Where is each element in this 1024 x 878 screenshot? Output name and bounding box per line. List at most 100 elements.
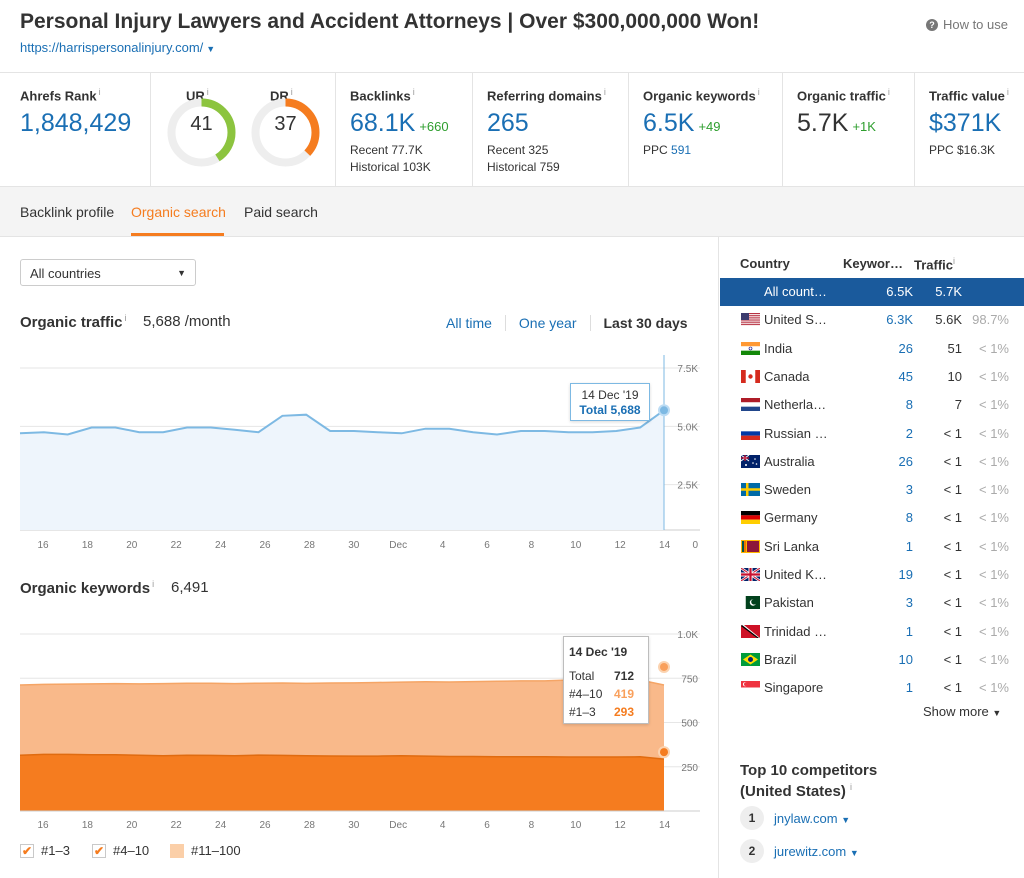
range-last-30-days[interactable]: Last 30 days bbox=[603, 315, 688, 331]
show-more-button[interactable]: Show more ▼ bbox=[923, 704, 1001, 719]
country-name[interactable]: Pakistan bbox=[764, 595, 814, 611]
range-all-time[interactable]: All time bbox=[446, 315, 492, 331]
tab-organic-search[interactable]: Organic search bbox=[131, 204, 226, 220]
legend-label[interactable]: #11–100 bbox=[191, 843, 241, 858]
organic-traffic-title: Organic traffic i bbox=[20, 313, 127, 331]
tab-backlink-profile[interactable]: Backlink profile bbox=[20, 204, 115, 220]
country-row[interactable]: Sweden 3 < 1 < 1% bbox=[720, 476, 1024, 504]
country-row[interactable]: Canada 45 10 < 1% bbox=[720, 363, 1024, 391]
metric-label: Traffic value bbox=[929, 88, 1005, 104]
series-1-3-line bbox=[19, 753, 665, 760]
site-url-link[interactable]: https://harrispersonalinjury.com/▼ bbox=[20, 40, 215, 55]
country-keywords[interactable]: 1 bbox=[905, 680, 913, 696]
competitor-item[interactable]: 2 jurewitz.com ▼ bbox=[740, 839, 859, 863]
country-name[interactable]: India bbox=[764, 340, 793, 356]
competitor-domain[interactable]: jurewitz.com bbox=[774, 843, 847, 859]
country-keywords[interactable]: 45 bbox=[898, 368, 913, 384]
tab-paid-search[interactable]: Paid search bbox=[244, 204, 318, 220]
country-name[interactable]: All count… bbox=[764, 284, 827, 299]
col-header-traffic[interactable]: Traffici bbox=[914, 256, 955, 272]
col-header-traffic-label[interactable]: Traffic bbox=[914, 257, 954, 273]
how-to-use-label[interactable]: How to use bbox=[942, 17, 1008, 32]
checkbox-checked-icon[interactable]: ✔ bbox=[20, 843, 34, 858]
country-row[interactable]: Netherla… 8 7 < 1% bbox=[720, 391, 1024, 419]
site-url-text[interactable]: https://harrispersonalinjury.com/ bbox=[20, 40, 204, 55]
chevron-down-icon[interactable]: ▼ bbox=[992, 708, 1002, 718]
country-traffic: < 1 bbox=[943, 680, 962, 696]
country-keywords[interactable]: 1 bbox=[905, 538, 913, 554]
metric-value[interactable]: $371K bbox=[929, 109, 1002, 138]
country-row[interactable]: Australia 26 < 1 < 1% bbox=[720, 448, 1024, 476]
show-more-label[interactable]: Show more bbox=[923, 704, 989, 719]
country-name[interactable]: Sweden bbox=[764, 482, 811, 498]
chevron-down-icon[interactable]: ▼ bbox=[841, 814, 851, 825]
country-row[interactable]: Sri Lanka 1 < 1 < 1% bbox=[720, 533, 1024, 561]
checkbox-checked-icon[interactable]: ✔ bbox=[92, 843, 106, 858]
metric-value[interactable]: 265 bbox=[487, 109, 529, 138]
country-keywords[interactable]: 3 bbox=[905, 482, 913, 498]
country-row[interactable]: Singapore 1 < 1 < 1% bbox=[720, 674, 1024, 702]
metric-value[interactable]: 68.1K bbox=[350, 109, 416, 138]
country-name[interactable]: Brazil bbox=[764, 651, 797, 667]
x-tick-label: 8 bbox=[529, 820, 535, 831]
organic-traffic-chart[interactable]: 0 2.5K 5.0K 7.5K 16 18 20 22 24 26 28 30 Dec 4 6 8 10 12 1… bbox=[0, 350, 718, 555]
country-keywords[interactable]: 8 bbox=[905, 397, 913, 413]
col-header-keywords[interactable]: Keywor… bbox=[843, 256, 903, 271]
legend-label[interactable]: #1–3 bbox=[41, 843, 70, 858]
country-traffic: 5.7K bbox=[935, 284, 962, 299]
country-name[interactable]: Germany bbox=[764, 510, 818, 526]
metric-value[interactable]: 6.5K bbox=[643, 109, 695, 138]
country-keywords[interactable]: 3 bbox=[905, 595, 913, 611]
country-keywords[interactable]: 6.5K bbox=[886, 284, 913, 299]
chevron-down-icon[interactable]: ▼ bbox=[177, 268, 186, 278]
country-keywords[interactable]: 8 bbox=[905, 510, 913, 526]
country-row[interactable]: Pakistan 3 < 1 < 1% bbox=[720, 589, 1024, 617]
country-name[interactable]: Canada bbox=[764, 368, 810, 384]
country-row[interactable]: India 26 51 < 1% bbox=[720, 335, 1024, 363]
col-header-country[interactable]: Country bbox=[740, 256, 790, 271]
chevron-down-icon[interactable]: ▼ bbox=[849, 847, 859, 858]
legend-11-100[interactable]: #11–100 bbox=[170, 843, 241, 858]
x-tick-label: 26 bbox=[259, 540, 271, 551]
country-keywords[interactable]: 26 bbox=[898, 340, 913, 356]
country-row[interactable]: Brazil 10 < 1 < 1% bbox=[720, 646, 1024, 674]
checkbox-unchecked-icon[interactable] bbox=[170, 843, 184, 858]
country-row[interactable]: All count… 6.5K 5.7K bbox=[720, 278, 1024, 306]
country-row[interactable]: Trinidad … 1 < 1 < 1% bbox=[720, 618, 1024, 646]
organic-keywords-chart[interactable]: 250 500 750 1.0K 16 18 20 22 24 26 28 30 Dec 4 6 8 10 12 1… bbox=[0, 617, 718, 837]
country-select-value[interactable]: All countries bbox=[30, 266, 101, 281]
country-name[interactable]: United K… bbox=[764, 567, 827, 582]
country-name[interactable]: Sri Lanka bbox=[764, 538, 819, 554]
competitor-domain[interactable]: jnylaw.com bbox=[774, 810, 838, 826]
country-traffic: 7 bbox=[954, 397, 962, 413]
legend-4-10[interactable]: ✔ #4–10 bbox=[92, 843, 149, 858]
country-row[interactable]: Russian … 2 < 1 < 1% bbox=[720, 420, 1024, 448]
country-keywords[interactable]: 1 bbox=[905, 623, 913, 639]
ppc-value[interactable]: 591 bbox=[671, 143, 692, 158]
legend-label[interactable]: #4–10 bbox=[113, 843, 150, 858]
range-one-year[interactable]: One year bbox=[518, 315, 577, 331]
metric-value[interactable]: 1,848,429 bbox=[20, 109, 132, 138]
country-keywords[interactable]: 10 bbox=[898, 651, 913, 667]
country-name[interactable]: Singapore bbox=[764, 680, 824, 696]
country-row[interactable]: United S… 6.3K 5.6K 98.7% bbox=[720, 306, 1024, 334]
country-name[interactable]: United S… bbox=[764, 312, 827, 328]
competitor-item[interactable]: 1 jnylaw.com ▼ bbox=[740, 806, 850, 830]
country-row[interactable]: Germany 8 < 1 < 1% bbox=[720, 504, 1024, 532]
country-name[interactable]: Russian … bbox=[764, 425, 828, 441]
country-name[interactable]: Netherla… bbox=[764, 397, 827, 413]
legend-top-3[interactable]: ✔ #1–3 bbox=[20, 843, 70, 858]
country-name[interactable]: Australia bbox=[764, 453, 815, 469]
country-keywords[interactable]: 6.3K bbox=[886, 312, 913, 328]
how-to-use-link[interactable]: ? How to use bbox=[925, 17, 1008, 32]
country-keywords[interactable]: 26 bbox=[898, 453, 913, 469]
country-select[interactable]: All countries ▼ bbox=[20, 259, 196, 286]
country-keywords[interactable]: 2 bbox=[905, 425, 913, 441]
x-tick-label: 8 bbox=[529, 540, 535, 551]
country-name[interactable]: Trinidad … bbox=[764, 623, 828, 639]
country-keywords[interactable]: 19 bbox=[898, 567, 913, 582]
country-row[interactable]: United K… 19 < 1 < 1% bbox=[720, 561, 1024, 589]
y-tick-label: 1.0K bbox=[677, 630, 698, 641]
tooltip-row-label: #4–10 bbox=[569, 687, 603, 701]
chevron-down-icon[interactable]: ▼ bbox=[206, 44, 216, 54]
